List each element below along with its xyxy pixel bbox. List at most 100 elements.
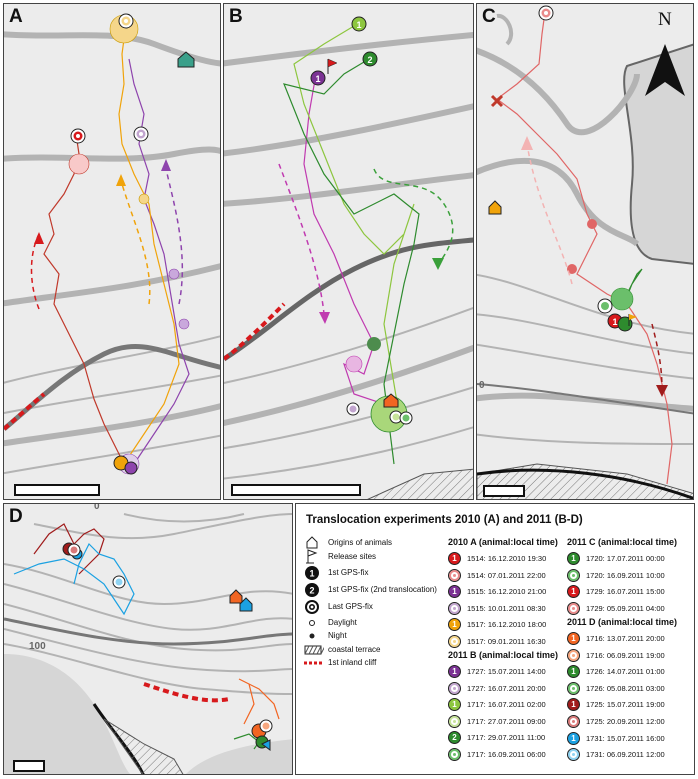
first-fix-badge-icon: 1 <box>448 698 461 712</box>
arrow-1717 <box>373 168 454 265</box>
arrow-head-1514 <box>34 232 44 244</box>
legend-fix-row: 1 1514: 16.12.2010 19:30 <box>448 551 578 569</box>
origin-icon-b <box>383 393 399 408</box>
north-arrow-icon <box>645 44 685 96</box>
last-fix-badge-icon <box>448 714 461 728</box>
track-1717-a <box>293 25 415 415</box>
arrow-head-1517 <box>116 174 126 186</box>
track-1725 <box>33 523 105 575</box>
legend-fix-text: 1717: 27.07.2011 09:00 <box>467 716 546 726</box>
legend-fix-row: 1 1717: 16.07.2011 02:00 <box>448 697 578 715</box>
legend-fix-text: 1720: 17.07.2011 00:00 <box>586 554 665 563</box>
svg-text:1: 1 <box>356 20 361 30</box>
legend-fix-row: 1514: 07.01.2011 22:00 <box>448 568 578 586</box>
origin-icon-c <box>488 200 502 215</box>
map-a-svg <box>4 13 220 475</box>
contours-b-thin <box>224 307 473 480</box>
legend-symbol-label: Last GPS-fix <box>328 602 373 611</box>
legend-fix-text: 1717: 16.09.2011 06:00 <box>467 750 546 759</box>
arrow-1727 <box>278 163 325 315</box>
arrow-head-1729-down <box>656 385 668 397</box>
legend-fix-text: 1726: 05.08.2011 03:00 <box>586 683 665 693</box>
legend-symbol-label: coastal terrace <box>328 645 381 654</box>
last-fix-badge-icon <box>567 601 580 615</box>
legend-fix-row: 1 1725: 15.07.2011 19:00 <box>567 697 697 715</box>
sea-d-right <box>186 739 292 774</box>
inland-cliff-b <box>224 302 286 361</box>
legend-fix-text: 1729: 05.09.2011 04:00 <box>586 603 665 613</box>
north-label: N <box>658 9 672 30</box>
last-fix-badge-icon <box>567 715 580 728</box>
legend-fix-row: 1 1729: 16.07.2011 15:00 <box>567 584 697 602</box>
contours-d <box>4 513 292 695</box>
legend-fix-text: 1717: 29.07.2011 11:00 <box>467 733 546 743</box>
cliff-line-b <box>224 237 473 362</box>
track-1731 <box>13 542 135 616</box>
scale-bar-b <box>231 484 361 496</box>
legend-fix-text: 1731: 15.07.2011 16:00 <box>586 733 665 743</box>
last-fix-badge-icon <box>448 568 461 582</box>
legend-fix-row: 1 1716: 13.07.2011 20:00 <box>567 631 697 649</box>
last-fix-1517-icon <box>118 13 134 29</box>
first-fix-badge-icon: 1 <box>567 632 580 645</box>
legend-fix-row: 1 1731: 15.07.2011 16:00 <box>567 731 697 749</box>
last-fix-1716-icon <box>259 719 273 733</box>
pentagon-icon <box>306 536 318 549</box>
arrow-1729-up <box>526 143 573 285</box>
contour-tick-c: 0 <box>479 380 485 391</box>
contours-a <box>4 31 220 447</box>
legend-fix-row: 1717: 16.09.2011 06:00 <box>448 747 578 765</box>
svg-text:2: 2 <box>309 586 314 596</box>
panel-label-d: D <box>9 506 23 527</box>
open-dot-icon <box>309 620 315 626</box>
panel-label-a: A <box>9 6 23 27</box>
last-fix-badge-icon <box>448 681 461 695</box>
first-fix-badge-icon: 2 <box>448 731 461 745</box>
release-flag-c-icon <box>628 314 637 326</box>
last-fix-1515-icon <box>133 126 149 142</box>
last-fix-1727-icon <box>346 402 360 416</box>
fix-clusters-a <box>68 14 190 475</box>
legend-symbol-label: 1st GPS-fix <box>328 568 369 577</box>
map-panel-d: D 100 0 <box>3 503 293 775</box>
legend-symbol-label: Origins of animals <box>328 538 393 547</box>
arrow-1515 <box>165 168 184 305</box>
first-fix-badge-icon: 1 <box>448 665 461 678</box>
legend-fix-text: 1717: 16.07.2011 02:00 <box>467 700 546 710</box>
map-panel-a: A <box>3 3 221 500</box>
origin-icon-a <box>177 51 195 68</box>
origin-icons-d <box>229 589 253 612</box>
first-fix-badge-icon: 1 <box>448 552 461 565</box>
last-fix-badge-icon <box>567 748 580 762</box>
legend-fix-text: 1726: 14.07.2011 01:00 <box>586 667 665 677</box>
arrow-head-1729-up <box>521 136 533 150</box>
map-panel-c: 1 C N 0 <box>476 3 694 500</box>
last-fix-badge-icon <box>567 648 580 662</box>
first-fix-1727-icon: 1 <box>310 70 326 86</box>
last-fix-1731-icon <box>112 575 126 589</box>
terrace-hatch-c <box>477 463 693 499</box>
inland-cliff-a <box>4 392 46 431</box>
last-fix-badge-icon <box>448 601 461 615</box>
legend-fix-text: 1725: 15.07.2011 19:00 <box>586 700 665 710</box>
legend-fix-row: 1729: 05.09.2011 04:00 <box>567 601 697 619</box>
contours-c-thin <box>477 273 693 445</box>
legend-fix-row: 1725: 20.09.2011 12:00 <box>567 714 697 732</box>
cross-marker-icon <box>490 94 504 108</box>
svg-text:1: 1 <box>612 317 617 327</box>
dashed-red-line-icon <box>304 661 322 665</box>
scale-bar-c <box>483 485 525 497</box>
release-flag-b-icon <box>327 58 338 74</box>
first-fix-a-icon <box>113 455 138 475</box>
fix-clusters-c <box>567 219 634 311</box>
legend-fix-row: 1716: 06.09.2011 19:00 <box>567 648 697 666</box>
arrow-head-1717 <box>432 258 444 270</box>
svg-text:2: 2 <box>367 55 372 65</box>
legend-fix-text: 1729: 16.07.2011 15:00 <box>586 587 665 597</box>
contours-b <box>224 32 473 426</box>
legend-fix-row: 1517: 09.01.2011 16:30 <box>448 634 578 652</box>
release-icon-d <box>261 739 271 751</box>
first-fix-badge-icon: 1 <box>448 585 461 599</box>
track-1514 <box>43 133 125 465</box>
track-1517 <box>118 23 180 465</box>
